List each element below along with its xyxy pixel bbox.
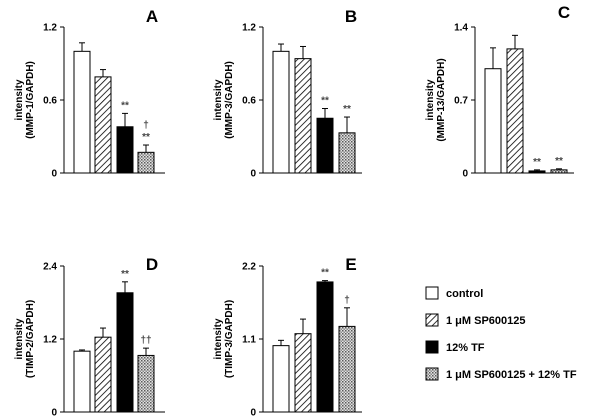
panel-e-ytick-label: 0 — [250, 408, 256, 419]
panel-e-ytick-label: 2.2 — [242, 262, 256, 273]
panel-a-significance-mark: ** — [121, 100, 129, 111]
panel-d-ylabel-line: (TIMP-2/GAPDH) — [25, 300, 36, 378]
panel-c-ylabel-line: (MMP-13/GAPDH) — [436, 58, 447, 141]
panel-d-bar-combo — [137, 354, 155, 413]
panel-e-bar-control — [272, 345, 290, 413]
panel-a-bar-combo — [137, 151, 155, 174]
legend-label-tf: 12% TF — [446, 342, 485, 354]
panel-c-bar-control — [484, 68, 502, 174]
panel-b-significance-mark: ** — [321, 96, 329, 107]
panel-e-label: E — [345, 255, 356, 274]
panel-e-significance-mark: † — [344, 295, 350, 306]
panel-e-significance-mark: ** — [321, 268, 329, 279]
panel-b-ytick-label: 1.2 — [242, 23, 256, 34]
panel-e-ylabel-line: intensity — [213, 318, 224, 360]
panel-e-bar-sp — [294, 333, 312, 413]
panel-b-bar-sp — [294, 58, 312, 174]
panel-a-ylabel-line: intensity — [14, 79, 25, 121]
panel-a-significance-mark: † — [143, 120, 149, 131]
panel-c-ytick-label: 1.4 — [454, 23, 468, 34]
legend-swatch-sp — [425, 313, 439, 327]
panel-b-bar-tf — [316, 117, 334, 174]
panel-d-bar-sp — [94, 336, 112, 413]
panel-b-ytick-label: 0 — [250, 169, 256, 180]
panel-b-bar-control — [272, 50, 290, 174]
panel-a-bar-tf — [116, 126, 134, 174]
panel-c-bar-sp — [506, 48, 524, 174]
panel-a-label: A — [146, 7, 158, 26]
legend: control 1 μM SP600125 12% TF 1 μM SP600125 … — [425, 286, 577, 381]
panel-a-ylabel-line: (MMP-1/GAPDH) — [25, 61, 36, 139]
panel-d-label: D — [146, 255, 158, 274]
legend-swatch-combo — [425, 367, 439, 381]
panel-d-ytick-label: 1.2 — [43, 335, 57, 346]
panel-d-ytick-label: 2.4 — [43, 262, 57, 273]
panel-b-ylabel-line: intensity — [213, 79, 224, 121]
panel-b-significance-mark: ** — [343, 104, 351, 115]
panel-a-ytick-label: 1.2 — [43, 23, 57, 34]
panel-d-bar-tf — [116, 292, 134, 413]
panel-c-bar-tf — [528, 170, 546, 174]
panel-d-ytick-label: 0 — [51, 408, 57, 419]
panel-e-ytick-label: 1.1 — [242, 335, 256, 346]
legend-swatch-control — [425, 286, 439, 300]
legend-label-sp: 1 μM SP600125 — [446, 315, 526, 327]
legend-label-control: control — [446, 288, 483, 300]
panel-b-ylabel-line: (MMP-3/GAPDH) — [224, 61, 235, 139]
panel-d-significance-mark: †† — [140, 335, 151, 346]
panel-c-significance-mark: ** — [555, 156, 563, 167]
legend-label-combo: 1 μM SP600125 + 12% TF — [446, 369, 577, 381]
panel-a-ytick-label: 0.6 — [43, 96, 57, 107]
panel-a-bar-sp — [94, 76, 112, 174]
panel-a-bar-control — [73, 50, 91, 174]
panel-b-label: B — [345, 7, 357, 26]
panel-a-significance-mark: ** — [142, 132, 150, 143]
panel-a-ytick-label: 0 — [51, 169, 57, 180]
panel-d-bar-control — [73, 350, 91, 413]
panel-c-bar-combo — [550, 169, 568, 174]
panel-c-significance-mark: ** — [533, 157, 541, 168]
panel-c-ytick-label: 0.7 — [454, 96, 468, 107]
panel-b-bar-combo — [338, 132, 356, 174]
legend-swatch-tf — [425, 340, 439, 354]
panel-d-ylabel-line: intensity — [14, 318, 25, 360]
panel-e-bar-combo — [338, 325, 356, 413]
panel-c-ytick-label: 0 — [462, 169, 468, 180]
panel-d-significance-mark: ** — [121, 269, 129, 280]
panel-c-ylabel-line: intensity — [425, 79, 436, 121]
panel-e-ylabel-line: (TIMP-3/GAPDH) — [224, 300, 235, 378]
panel-b-ytick-label: 0.6 — [242, 96, 256, 107]
panel-e-bar-tf — [316, 281, 334, 413]
panel-c-label: C — [558, 3, 570, 22]
